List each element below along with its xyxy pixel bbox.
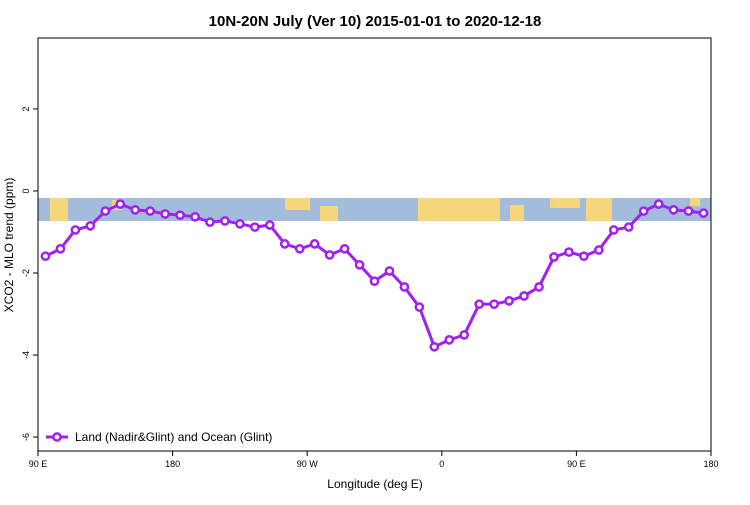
data-point	[534, 282, 544, 292]
data-point	[250, 222, 260, 232]
data-point	[564, 247, 574, 257]
data-point	[384, 266, 395, 276]
data-point	[593, 245, 604, 255]
data-point	[459, 330, 470, 340]
data-point	[220, 216, 230, 226]
data-point	[354, 259, 365, 270]
x-tick-label: 0	[439, 459, 444, 469]
data-point	[294, 243, 305, 254]
data-point	[40, 251, 51, 262]
y-tick-label: 0	[21, 188, 31, 193]
y-axis-label: XCO2 - MLO trend (ppm)	[2, 178, 16, 313]
data-point	[489, 299, 499, 310]
data-point	[429, 341, 440, 352]
data-point	[175, 210, 185, 221]
data-point	[608, 225, 619, 235]
data-point	[205, 217, 215, 227]
data-point	[235, 218, 245, 229]
y-tick-label: -2	[21, 269, 31, 277]
data-point	[55, 243, 66, 254]
data-point	[190, 211, 200, 222]
legend-label: Land (Nadir&Glint) and Ocean (Glint)	[75, 430, 272, 444]
map-strip	[38, 198, 711, 221]
data-point	[70, 225, 81, 235]
data-point	[100, 206, 111, 216]
data-point	[683, 206, 694, 216]
series-line	[44, 202, 704, 349]
plot-frame	[37, 37, 712, 452]
data-point	[504, 296, 514, 306]
x-tick-label: 90 E	[567, 459, 586, 469]
data-point	[264, 220, 275, 230]
data-point	[145, 206, 156, 216]
y-tick-label: -6	[21, 433, 31, 441]
data-point	[115, 199, 126, 209]
y-tick-label: -4	[21, 351, 31, 359]
y-tick-label: 2	[21, 106, 31, 111]
legend-marker	[52, 432, 62, 442]
x-axis-label: Longitude (deg E)	[327, 477, 422, 491]
x-tick-label: 180	[703, 459, 718, 469]
chart-title: 10N-20N July (Ver 10) 2015-01-01 to 2020…	[209, 13, 542, 30]
x-tick-label: 90 W	[297, 459, 319, 469]
data-point	[399, 282, 410, 292]
data-point	[474, 299, 485, 310]
x-tick-label: 90 E	[29, 459, 48, 469]
data-point	[668, 204, 679, 215]
data-point	[160, 209, 170, 219]
data-point	[309, 239, 320, 249]
data-point	[623, 222, 634, 232]
data-point	[653, 199, 664, 209]
data-point	[638, 206, 649, 216]
data-point	[519, 291, 529, 301]
data-point	[698, 208, 709, 218]
data-point	[339, 243, 350, 254]
data-point	[549, 252, 559, 262]
data-point	[414, 302, 425, 312]
data-point	[85, 220, 96, 231]
data-point	[279, 239, 290, 249]
data-point	[130, 204, 141, 215]
data-point	[579, 251, 589, 262]
x-tick-label: 180	[165, 459, 180, 469]
data-point	[324, 250, 335, 260]
data-point	[369, 276, 380, 287]
data-point	[444, 335, 455, 345]
